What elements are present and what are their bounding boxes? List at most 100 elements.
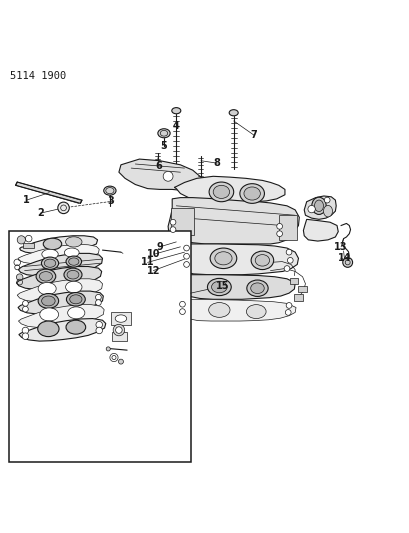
Bar (294, 294, 302, 301)
Circle shape (183, 262, 189, 268)
Circle shape (22, 306, 28, 312)
Ellipse shape (207, 278, 231, 296)
Ellipse shape (250, 283, 263, 294)
Circle shape (285, 249, 291, 255)
Ellipse shape (171, 108, 180, 114)
Bar (290, 278, 298, 284)
Polygon shape (18, 253, 102, 276)
Polygon shape (19, 319, 106, 341)
Ellipse shape (41, 257, 58, 269)
Circle shape (285, 310, 290, 316)
Text: 7: 7 (250, 130, 257, 140)
Bar (110, 312, 131, 325)
Ellipse shape (39, 272, 52, 281)
Ellipse shape (314, 200, 323, 212)
Ellipse shape (229, 110, 238, 116)
Circle shape (22, 327, 29, 334)
Ellipse shape (213, 185, 229, 198)
Ellipse shape (157, 129, 170, 138)
Ellipse shape (311, 197, 326, 214)
Ellipse shape (211, 281, 227, 293)
Polygon shape (18, 305, 104, 328)
Ellipse shape (40, 308, 58, 321)
Circle shape (113, 324, 124, 336)
Circle shape (342, 257, 352, 268)
Circle shape (170, 227, 175, 232)
Ellipse shape (68, 258, 79, 265)
Text: 6: 6 (155, 161, 162, 171)
Circle shape (95, 300, 101, 305)
Text: 9: 9 (156, 242, 163, 252)
Ellipse shape (67, 307, 85, 319)
Ellipse shape (65, 281, 82, 293)
Ellipse shape (323, 205, 332, 217)
Circle shape (22, 333, 29, 340)
Bar (9, 231, 191, 463)
Circle shape (307, 205, 315, 213)
Polygon shape (17, 279, 102, 302)
Circle shape (324, 197, 329, 203)
Ellipse shape (214, 252, 231, 265)
Text: 3: 3 (107, 196, 114, 206)
Circle shape (287, 257, 292, 263)
Circle shape (276, 231, 282, 237)
Polygon shape (18, 291, 103, 314)
Ellipse shape (115, 315, 126, 322)
Ellipse shape (66, 320, 85, 334)
Polygon shape (303, 196, 335, 220)
Polygon shape (172, 244, 298, 274)
Ellipse shape (209, 182, 233, 201)
Circle shape (170, 220, 175, 225)
Ellipse shape (64, 268, 82, 281)
Circle shape (163, 172, 173, 181)
Ellipse shape (38, 282, 56, 295)
Ellipse shape (66, 293, 85, 306)
Circle shape (276, 223, 282, 229)
Circle shape (16, 274, 23, 280)
Text: 13: 13 (334, 242, 347, 252)
Circle shape (118, 359, 123, 364)
Text: 15: 15 (215, 281, 228, 291)
Circle shape (95, 294, 101, 300)
Ellipse shape (243, 187, 260, 200)
Text: 12: 12 (146, 265, 160, 276)
Bar (22, 243, 34, 248)
Ellipse shape (38, 321, 59, 337)
Bar (298, 286, 306, 292)
Text: 11: 11 (141, 257, 154, 268)
Circle shape (285, 303, 291, 308)
Circle shape (96, 327, 102, 334)
Text: 4: 4 (173, 121, 179, 131)
Polygon shape (174, 300, 295, 321)
Circle shape (283, 265, 289, 271)
Polygon shape (18, 244, 99, 264)
Text: 5114 1900: 5114 1900 (10, 70, 66, 80)
Ellipse shape (250, 251, 273, 270)
Ellipse shape (246, 305, 265, 319)
Bar (171, 208, 193, 235)
Circle shape (22, 301, 28, 306)
Circle shape (96, 321, 102, 328)
Circle shape (183, 245, 189, 251)
Polygon shape (303, 220, 337, 241)
Ellipse shape (38, 294, 58, 308)
Ellipse shape (64, 248, 79, 257)
Polygon shape (175, 274, 294, 300)
Ellipse shape (42, 296, 55, 306)
Ellipse shape (66, 256, 81, 267)
Polygon shape (20, 236, 97, 253)
Ellipse shape (44, 259, 56, 268)
Ellipse shape (42, 249, 58, 259)
Ellipse shape (246, 280, 267, 296)
Text: 10: 10 (147, 249, 160, 259)
Circle shape (183, 253, 189, 259)
Polygon shape (174, 176, 284, 201)
Polygon shape (168, 198, 299, 244)
Ellipse shape (43, 238, 62, 249)
Bar (111, 332, 127, 341)
Circle shape (179, 309, 185, 314)
Ellipse shape (239, 184, 264, 204)
Ellipse shape (254, 255, 269, 266)
Text: 1: 1 (23, 195, 30, 205)
Polygon shape (119, 159, 204, 191)
